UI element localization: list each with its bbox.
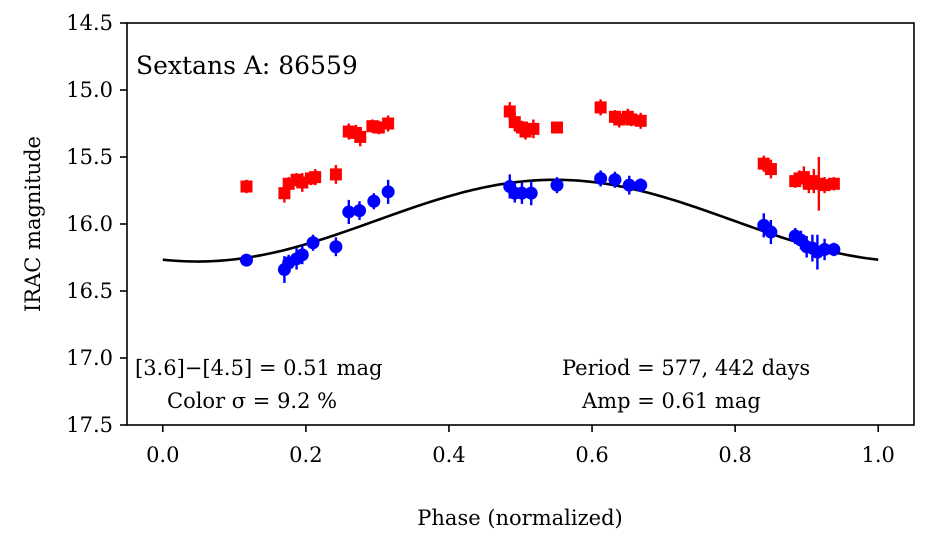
chart-title: Sextans A: 86559 <box>136 51 358 80</box>
data-point-3.6 <box>503 105 516 118</box>
y-axis-label: IRAC magnitude <box>21 136 45 312</box>
data-point-4.5 <box>594 171 608 185</box>
data-point-4.5 <box>306 236 320 250</box>
color-sigma-annotation: Color σ = 9.2 % <box>167 389 337 413</box>
x-tick-label: 1.0 <box>862 443 895 467</box>
data-point-4.5 <box>381 185 395 199</box>
data-point-3.6 <box>827 177 840 190</box>
period-annotation: Period = 577, 442 days <box>562 356 810 380</box>
y-tick-label: 15.0 <box>66 78 113 102</box>
x-tick-label: 0.2 <box>289 443 322 467</box>
data-point-3.6 <box>625 113 638 126</box>
y-tick-label: 16.5 <box>66 279 113 303</box>
data-point-4.5 <box>818 242 832 256</box>
y-tick-label: 17.0 <box>66 346 113 370</box>
data-point-3.6 <box>550 121 563 134</box>
x-tick-label: 0.6 <box>575 443 608 467</box>
data-point-3.6 <box>354 130 367 143</box>
color-difference-annotation: [3.6]−[4.5] = 0.51 mag <box>135 356 382 380</box>
amplitude-annotation: Amp = 0.61 mag <box>581 389 761 413</box>
series-4.5-micron <box>239 170 841 283</box>
data-point-4.5 <box>515 186 529 200</box>
data-point-4.5 <box>367 194 381 208</box>
data-point-3.6 <box>527 122 540 135</box>
x-tick-label: 0.4 <box>432 443 465 467</box>
data-point-3.6 <box>382 117 395 130</box>
y-axis: 14.5 15.0 15.5 16.0 16.5 17.0 17.5 <box>66 11 127 437</box>
data-point-4.5 <box>827 242 841 256</box>
data-point-4.5 <box>342 205 356 219</box>
y-tick-label: 17.5 <box>66 413 113 437</box>
data-point-4.5 <box>550 178 564 192</box>
x-tick-label: 0.0 <box>146 443 179 467</box>
data-point-3.6 <box>329 168 342 181</box>
data-point-3.6 <box>366 120 379 133</box>
data-point-4.5 <box>608 173 622 187</box>
x-axis-label: Phase (normalized) <box>417 506 622 530</box>
data-point-3.6 <box>309 171 322 184</box>
data-point-4.5 <box>353 204 367 218</box>
data-point-4.5 <box>239 253 253 267</box>
data-point-4.5 <box>524 186 538 200</box>
data-point-4.5 <box>764 225 778 239</box>
series-3.6-micron <box>240 99 840 211</box>
data-point-4.5 <box>622 178 636 192</box>
y-tick-label: 15.5 <box>66 145 113 169</box>
data-point-3.6 <box>634 114 647 127</box>
data-point-3.6 <box>278 187 291 200</box>
data-point-3.6 <box>594 101 607 114</box>
data-point-3.6 <box>818 179 831 192</box>
y-tick-label: 16.0 <box>66 212 113 236</box>
data-point-3.6 <box>240 180 253 193</box>
x-tick-label: 0.8 <box>718 443 751 467</box>
data-point-4.5 <box>634 178 648 192</box>
y-tick-label: 14.5 <box>66 11 113 35</box>
data-point-3.6 <box>372 121 385 134</box>
data-point-4.5 <box>329 240 343 254</box>
data-point-3.6 <box>764 163 777 176</box>
data-point-4.5 <box>295 248 309 262</box>
x-axis: 0.0 0.2 0.4 0.6 0.8 1.0 <box>146 425 895 467</box>
